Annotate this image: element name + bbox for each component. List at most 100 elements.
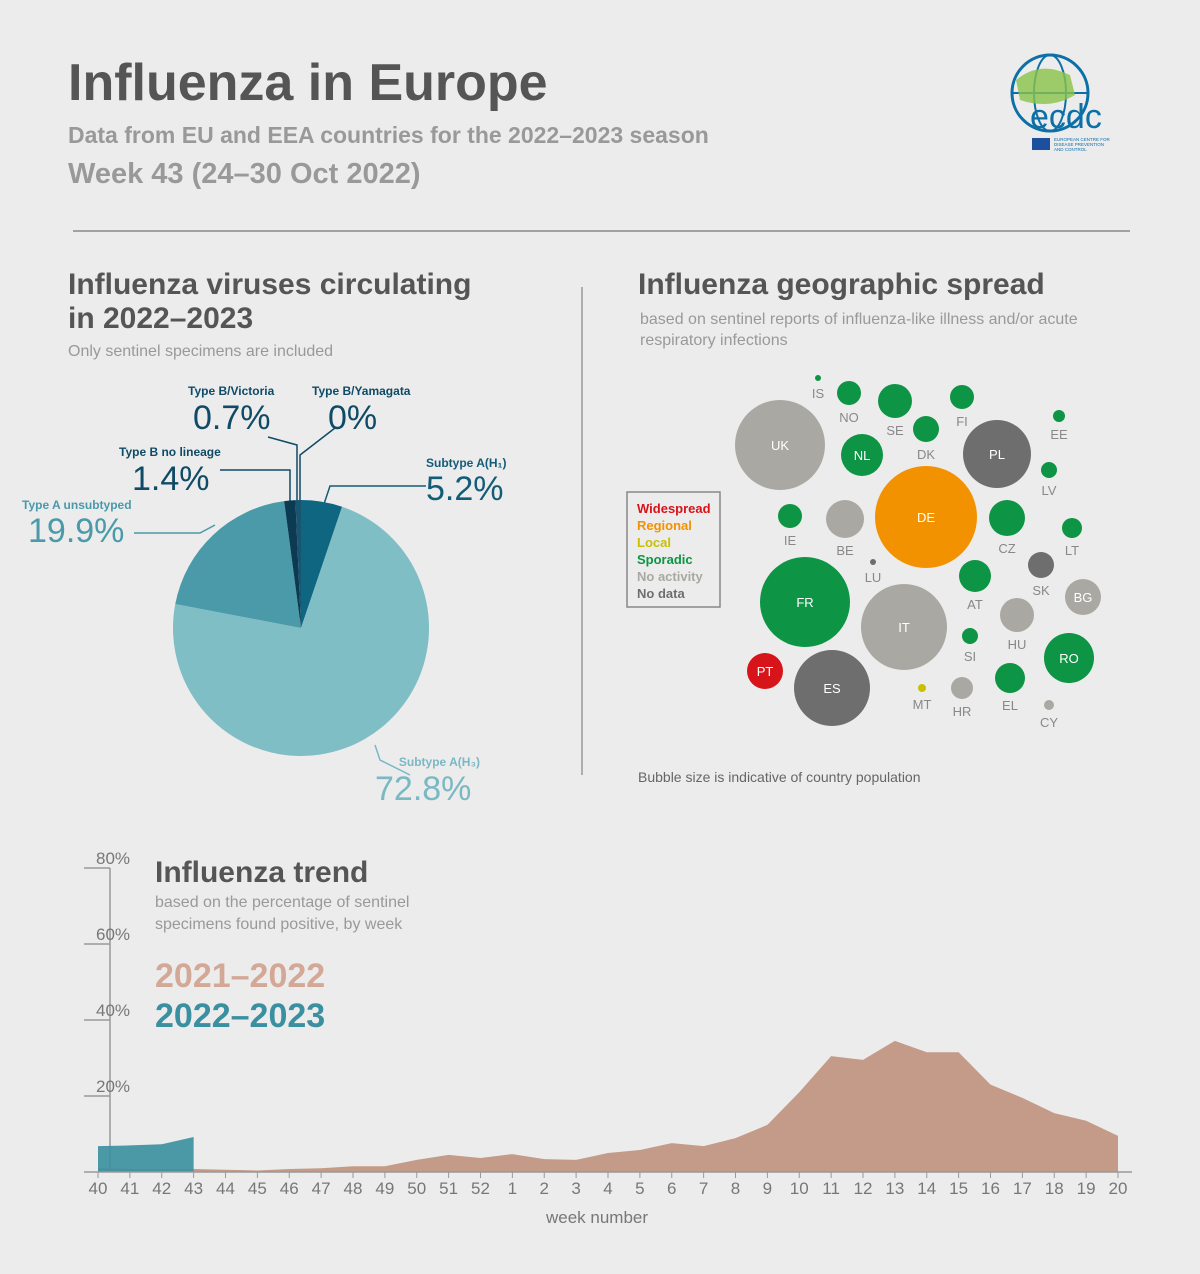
x-tick-label: 52 bbox=[471, 1179, 490, 1198]
y-tick-label: 40% bbox=[96, 1001, 130, 1020]
x-tick-label: 16 bbox=[981, 1179, 1000, 1198]
series-area bbox=[98, 1040, 1118, 1172]
country-bubble bbox=[760, 557, 850, 647]
x-tick-label: 3 bbox=[571, 1179, 580, 1198]
country-label: CZ bbox=[998, 541, 1015, 556]
country-bubble bbox=[861, 584, 947, 670]
country-label: SK bbox=[1032, 583, 1050, 598]
country-bubble bbox=[989, 500, 1025, 536]
country-label: HU bbox=[1008, 637, 1027, 652]
country-bubble bbox=[870, 559, 876, 565]
country-label: NO bbox=[839, 410, 859, 425]
country-bubble bbox=[1044, 633, 1094, 683]
country-bubble bbox=[995, 663, 1025, 693]
country-bubble bbox=[1041, 462, 1057, 478]
chart-subtitle: Only sentinel specimens are included bbox=[68, 343, 333, 360]
logo-land bbox=[1016, 68, 1075, 104]
slice-value: 0% bbox=[328, 399, 377, 437]
legend-item: Widespread bbox=[637, 501, 711, 516]
pie-slice bbox=[301, 500, 343, 628]
country-bubble bbox=[950, 385, 974, 409]
page-subtitle: Data from EU and EEA countries for the 2… bbox=[68, 122, 709, 148]
slice-label: Type B no lineage bbox=[119, 445, 221, 459]
legend-box bbox=[626, 491, 721, 608]
country-bubble bbox=[878, 384, 912, 418]
country-bubble bbox=[962, 628, 978, 644]
country-bubble bbox=[794, 650, 870, 726]
country-bubble bbox=[1065, 579, 1101, 615]
chart-title: Influenza geographic spread bbox=[638, 268, 1045, 301]
slice-label: Type A unsubtyped bbox=[22, 498, 132, 512]
legend-item: Sporadic bbox=[637, 552, 693, 567]
legend-item: No data bbox=[637, 586, 685, 601]
country-label: DK bbox=[917, 447, 935, 462]
country-label: AT bbox=[967, 597, 983, 612]
x-tick-label: 9 bbox=[763, 1179, 772, 1198]
country-label: UK bbox=[771, 438, 789, 453]
country-bubble bbox=[826, 500, 864, 538]
series-area bbox=[98, 1137, 194, 1172]
country-bubble bbox=[913, 416, 939, 442]
y-tick-label: 80% bbox=[96, 849, 130, 868]
country-bubble bbox=[1062, 518, 1082, 538]
country-bubble bbox=[1053, 410, 1065, 422]
x-tick-label: 19 bbox=[1077, 1179, 1096, 1198]
country-label: DE bbox=[917, 510, 935, 525]
logo-acronym: ecdc bbox=[1030, 98, 1102, 136]
connector bbox=[220, 469, 291, 505]
country-bubble bbox=[735, 400, 825, 490]
x-tick-label: 40 bbox=[89, 1179, 108, 1198]
week: Week 43 (24–30 Oct 2022) bbox=[68, 158, 421, 190]
pie-slice bbox=[175, 501, 301, 628]
chart-title: Influenza trend bbox=[155, 856, 368, 889]
connector bbox=[374, 744, 411, 776]
slice-label: Subtype A(H₁) bbox=[426, 456, 507, 470]
x-tick-label: 51 bbox=[439, 1179, 458, 1198]
x-tick-label: 8 bbox=[731, 1179, 740, 1198]
x-tick-label: 48 bbox=[344, 1179, 363, 1198]
legend-item: Regional bbox=[637, 518, 692, 533]
country-label: HR bbox=[953, 704, 972, 719]
x-tick-label: 10 bbox=[790, 1179, 809, 1198]
slice-value: 19.9% bbox=[28, 512, 124, 550]
country-label: SE bbox=[886, 423, 904, 438]
slice-label: Subtype A(H₃) bbox=[399, 755, 480, 769]
chart-subtitle: based on sentinel reports of influenza-l… bbox=[640, 311, 1078, 328]
country-label: IE bbox=[784, 533, 797, 548]
slice-value: 0.7% bbox=[193, 399, 271, 437]
country-bubble bbox=[841, 434, 883, 476]
slice-label: Type B/Yamagata bbox=[312, 384, 411, 398]
country-bubble bbox=[778, 504, 802, 528]
country-bubble bbox=[815, 375, 821, 381]
slice-label: Type B/Victoria bbox=[188, 384, 275, 398]
slice-value: 1.4% bbox=[132, 460, 210, 498]
x-tick-label: 49 bbox=[375, 1179, 394, 1198]
x-tick-label: 14 bbox=[917, 1179, 936, 1198]
country-label: PT bbox=[757, 664, 774, 679]
page-title: Influenza in Europe bbox=[68, 54, 548, 112]
country-label: EL bbox=[1002, 698, 1018, 713]
country-label: NL bbox=[854, 448, 871, 463]
x-tick-label: 12 bbox=[854, 1179, 873, 1198]
x-tick-label: 50 bbox=[407, 1179, 426, 1198]
country-bubble bbox=[959, 560, 991, 592]
pie-slice bbox=[284, 500, 301, 628]
country-label: LV bbox=[1042, 483, 1057, 498]
country-label: MT bbox=[913, 697, 932, 712]
x-tick-label: 44 bbox=[216, 1179, 235, 1198]
country-label: LT bbox=[1065, 543, 1079, 558]
country-label: IS bbox=[812, 386, 825, 401]
x-tick-label: 7 bbox=[699, 1179, 708, 1198]
logo-name: EUROPEAN CENTRE FOR bbox=[1054, 137, 1111, 142]
country-bubble bbox=[1000, 598, 1034, 632]
x-axis-label: week number bbox=[545, 1208, 648, 1227]
country-bubble bbox=[1028, 552, 1054, 578]
x-tick-label: 13 bbox=[885, 1179, 904, 1198]
country-label: IT bbox=[898, 620, 910, 635]
x-tick-label: 42 bbox=[152, 1179, 171, 1198]
chart-note: Bubble size is indicative of country pop… bbox=[638, 769, 921, 785]
country-label: FI bbox=[956, 414, 968, 429]
x-tick-label: 2 bbox=[540, 1179, 549, 1198]
pie-slice bbox=[172, 506, 430, 757]
